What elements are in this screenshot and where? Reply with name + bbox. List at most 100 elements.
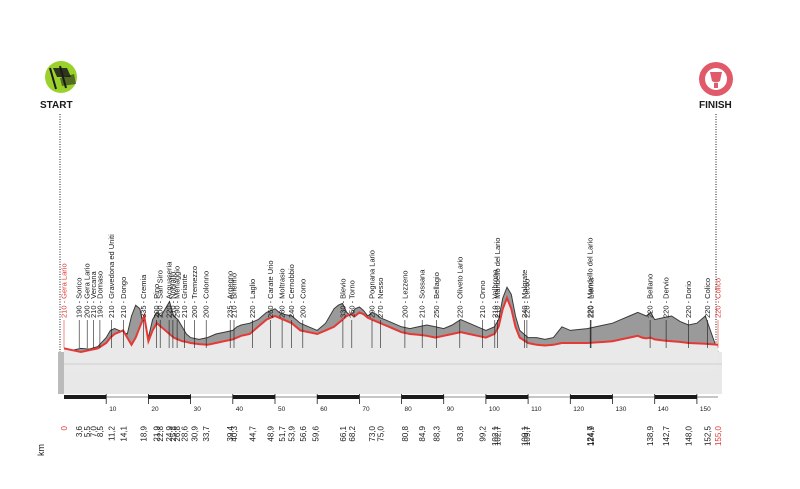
km-readout: 14,1 xyxy=(120,425,129,441)
km-readout: 26,8 xyxy=(173,425,182,441)
waypoint-label: 210 - Valbrona xyxy=(490,269,499,318)
km-readout: 33,7 xyxy=(202,425,211,441)
scale-tick-label: 60 xyxy=(320,406,328,413)
km-readout: 25,8 xyxy=(169,425,178,441)
km-scale-bar: 10 20 30 40 50 60 70 80 90 100 110 120 130 140 150 xyxy=(64,394,718,413)
waypoint-label: 200 - Como xyxy=(298,279,307,318)
km-readout: 80,8 xyxy=(401,425,410,441)
waypoint-label: 220 - Mandello del Lario xyxy=(586,238,595,318)
km-readout: 53,9 xyxy=(287,425,296,441)
scale-tick-label: 130 xyxy=(616,406,627,413)
waypoint-label: 210 - Griante xyxy=(180,274,189,318)
finish-label: FINISH xyxy=(699,100,732,111)
waypoint-label: 220 - Oliveto Lario xyxy=(455,257,464,318)
start-label: START xyxy=(40,100,73,111)
waypoint-label: 220 - Lecco xyxy=(522,279,531,318)
waypoint-label: 240 - Malgrate xyxy=(520,270,529,318)
waypoint-label: 220 - Dorio xyxy=(684,281,693,318)
profile-red-area xyxy=(64,298,718,370)
km-readout: 40,3 xyxy=(230,425,239,441)
waypoint-label: 330 - Blevio xyxy=(338,278,347,318)
km-readout: 30,9 xyxy=(190,425,199,441)
km-readout: 102,7 xyxy=(493,425,502,446)
waypoint-label: 210 - Gera Lario xyxy=(60,263,69,318)
km-readout: 44,7 xyxy=(249,425,258,441)
waypoint-label: 200 - Colonno xyxy=(202,271,211,318)
scale-tick-label: 150 xyxy=(700,406,711,413)
km-readout: 102,1 xyxy=(491,425,500,446)
profile-gray-line xyxy=(63,286,719,353)
waypoint-label: 270 - Nesso xyxy=(376,278,385,318)
waypoint-label: 200 - Lezzeno xyxy=(400,270,409,318)
profile-start-wall xyxy=(58,352,64,394)
waypoint-label: 200 - San Siro xyxy=(156,270,165,318)
scale-tick-label: 110 xyxy=(531,406,542,413)
finish-trophy-icon xyxy=(699,62,733,96)
km-readout: 124,9 xyxy=(587,425,596,446)
waypoint-label: 220 - Acquaseria xyxy=(165,261,174,318)
profile-red-line xyxy=(63,295,719,354)
scale-tick-label: 30 xyxy=(194,406,202,413)
km-readout: 0 xyxy=(60,425,69,430)
km-readout: 142,7 xyxy=(662,425,671,446)
km-readout: 93,8 xyxy=(456,425,465,441)
km-readout: 68,2 xyxy=(348,425,357,441)
waypoint-label: 290 - Menaggio xyxy=(173,266,182,318)
km-readout: 28,6 xyxy=(181,425,190,441)
waypoint-label: 240 - Cernobbio xyxy=(287,264,296,318)
waypoint-label: 210 - Mandello del Lario xyxy=(493,238,502,318)
km-readout: 21,9 xyxy=(152,425,161,441)
km-readout: 73,0 xyxy=(368,425,377,441)
waypoint-label: 210 - Gravedona ed Uniti xyxy=(107,234,116,318)
scale-tick-label: 10 xyxy=(109,406,117,413)
km-readout: 124,7 xyxy=(586,425,595,446)
waypoint-label: 210 - Dongo xyxy=(119,277,128,318)
scale-tick-label: 120 xyxy=(573,406,584,413)
waypoint-labels: 210 - Gera Lario 190 - Sorico 200 - Gera L… xyxy=(60,234,723,348)
waypoint-label: 210 - Vercana xyxy=(89,270,98,318)
waypoint-label: 290 - Pognana Lario xyxy=(368,250,377,318)
waypoint-label: 210 - Nobiallo xyxy=(168,272,177,318)
scale-tick-label: 40 xyxy=(236,406,244,413)
waypoint-label: 220 - Bellano xyxy=(646,274,655,318)
km-readout: 8,5 xyxy=(96,425,105,437)
km-readout: 24,9 xyxy=(165,425,174,441)
scale-tick-label: 100 xyxy=(489,406,500,413)
km-readout: 109,7 xyxy=(523,425,532,446)
waypoint-label: 200 - Gera Lario xyxy=(83,263,92,318)
km-axis-label: km xyxy=(36,444,46,456)
km-readout: 88,3 xyxy=(433,425,442,441)
km-readout: 48,9 xyxy=(266,425,275,441)
waypoint-label: 190 - Domaso xyxy=(95,271,104,318)
waypoint-label: 235 - Argegno xyxy=(226,271,235,318)
km-readout: 39,4 xyxy=(226,425,235,441)
scale-tick-label: 50 xyxy=(278,406,286,413)
waypoint-label: 335 - Cremia xyxy=(139,274,148,318)
km-readout: 59,6 xyxy=(312,425,321,441)
scale-tick-label: 140 xyxy=(658,406,669,413)
km-readout: 56,6 xyxy=(299,425,308,441)
km-readout: 18,9 xyxy=(140,425,149,441)
waypoint-label: 260 - Carate Urio xyxy=(266,260,275,318)
waypoint-label: 220 - Lierna xyxy=(587,277,596,318)
waypoint-label: 220 - Colico xyxy=(714,278,723,318)
scale-tick-label: 70 xyxy=(362,406,370,413)
km-readout: 155,0 xyxy=(714,425,723,446)
km-readout: 66,1 xyxy=(339,425,348,441)
waypoint-label: 280 - Moltrasio xyxy=(278,268,287,318)
km-readout: 11,2 xyxy=(107,425,116,441)
scale-tick-label: 90 xyxy=(447,406,455,413)
km-readout: 84,9 xyxy=(418,425,427,441)
km-readout-labels: 0 3,6 5,57,08,5 11,2 14,1 18,9 21,922,8 24,925,… xyxy=(60,425,723,446)
km-readout: 138,9 xyxy=(646,425,655,446)
waypoint-label: 200 - Tremezzo xyxy=(190,266,199,318)
km-readout: 109,1 xyxy=(520,425,529,446)
waypoint-label: 210 - Onno xyxy=(478,280,487,318)
km-readout: 5,5 xyxy=(83,425,92,437)
km-readout: 3,6 xyxy=(75,425,84,437)
waypoint-label: 190 - Sorico xyxy=(75,278,84,318)
km-readout: 22,8 xyxy=(156,425,165,441)
waypoint-label: 250 - Torno xyxy=(347,280,356,318)
waypoint-label: 220 - Colico xyxy=(703,278,712,318)
